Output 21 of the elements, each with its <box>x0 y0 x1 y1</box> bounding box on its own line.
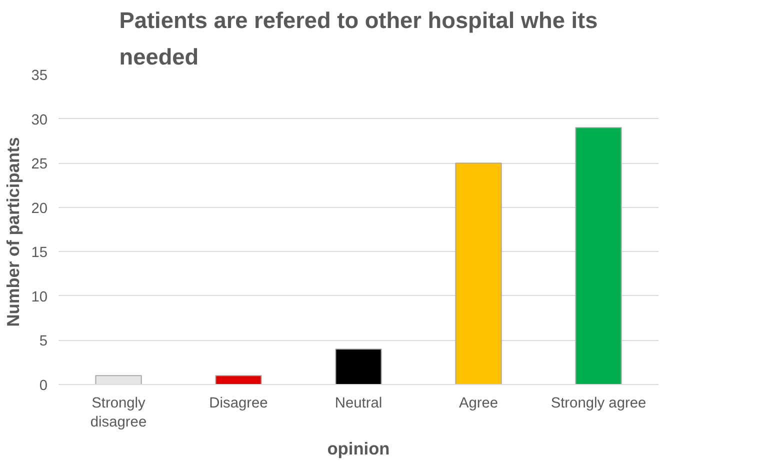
x-tick-label: Neutral <box>334 396 382 412</box>
bar <box>455 162 502 384</box>
x-tick-label: Agree <box>458 396 498 412</box>
x-tick-label: Strongly agree <box>550 396 646 412</box>
y-tick-label: 25 <box>31 156 48 173</box>
bar <box>575 127 622 384</box>
bar <box>215 375 262 384</box>
chart-title: Patients are refered to other hospital whe its needed <box>119 7 598 70</box>
x-axis-title: opinion <box>327 438 390 459</box>
x-tick-label: Strongly disagree <box>90 396 147 431</box>
y-tick-label: 0 <box>39 378 48 394</box>
y-tick-label: 30 <box>31 112 48 128</box>
y-tick-label: 35 <box>31 68 48 84</box>
y-tick-label: 5 <box>39 334 48 350</box>
y-tick-label: 15 <box>31 245 48 262</box>
y-tick-label: 10 <box>31 289 48 306</box>
y-axis-title: Number of participants <box>3 137 24 327</box>
bar <box>95 375 142 384</box>
y-tick-label: 20 <box>31 200 48 217</box>
bar <box>335 348 382 384</box>
x-tick-label: Disagree <box>209 396 268 412</box>
